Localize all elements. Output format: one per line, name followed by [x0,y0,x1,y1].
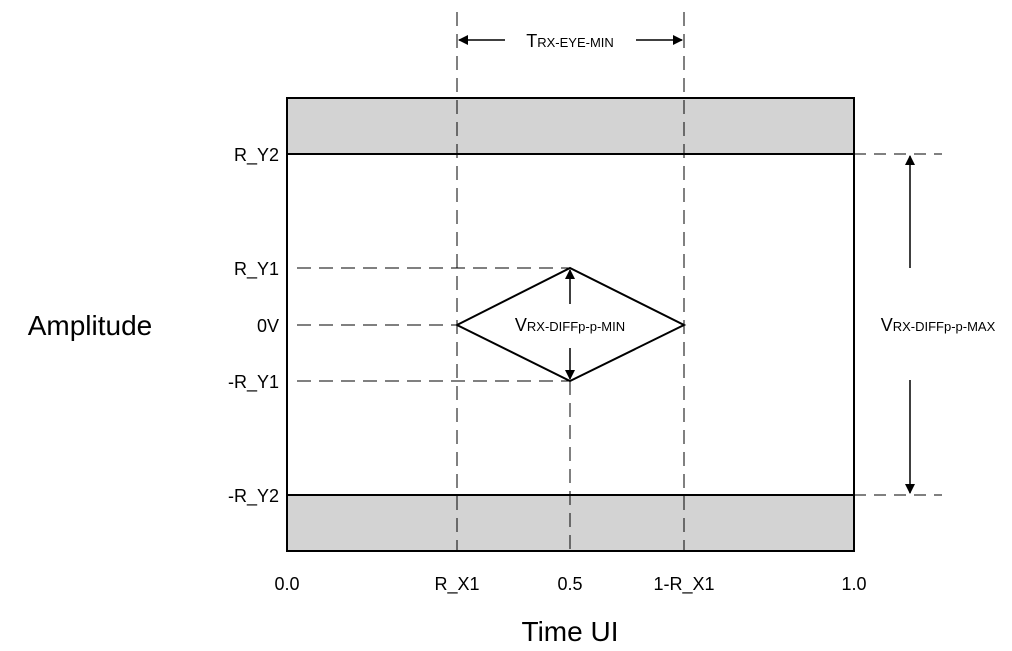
y-axis-title: Amplitude [28,310,153,341]
y-label-r-y2: R_Y2 [234,145,279,166]
plot-frame [286,97,855,552]
v-diff-min-label: VRX-DIFFp-p-MIN [515,315,625,335]
y-label-r-y1: R_Y1 [234,259,279,280]
t-eye-min-label: TRX-EYE-MIN [526,31,614,51]
v-diff-max-label: VRX-DIFFp-p-MAX [881,315,996,335]
x-label-r-x1: R_X1 [434,574,479,595]
x-label-half: 0.5 [557,574,582,594]
eye-diamond [454,266,687,383]
y-label-neg-r-y1: -R_Y1 [228,372,279,393]
x-label-one-minus-r-x1: 1-R_X1 [653,574,714,595]
x-label-one: 1.0 [841,574,866,594]
x-axis-title: Time UI [522,616,619,647]
y-label-zero: 0V [257,316,279,336]
upper-forbidden-band [287,98,854,154]
y-label-neg-r-y2: -R_Y2 [228,486,279,507]
x-label-zero: 0.0 [274,574,299,594]
